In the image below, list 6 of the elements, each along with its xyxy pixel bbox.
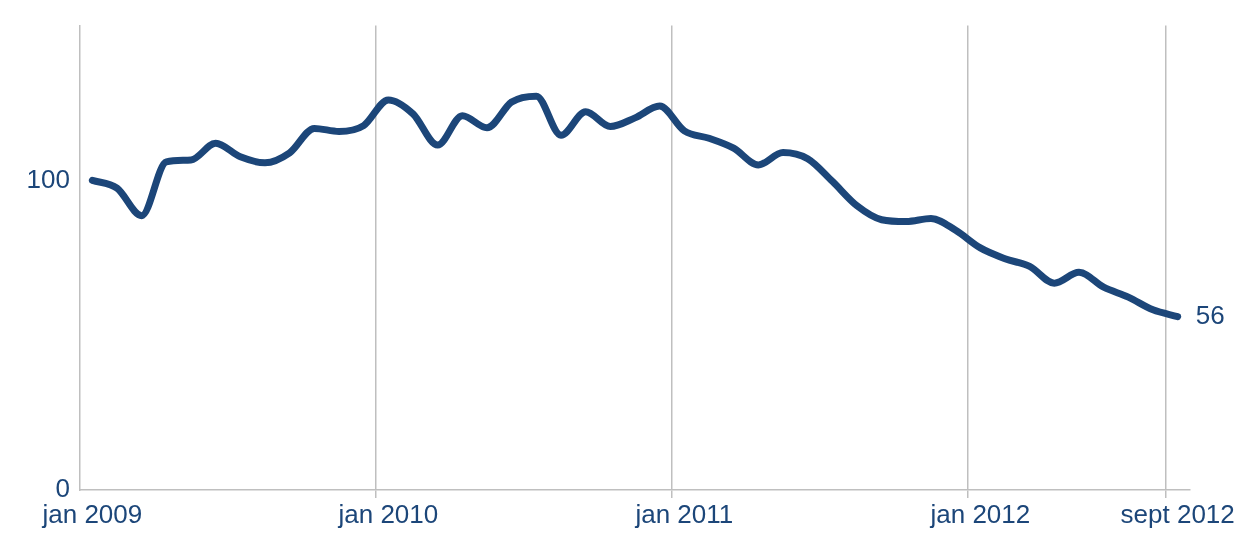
x-tick-label: jan 2011 bbox=[634, 498, 734, 529]
x-tick-label: sept 2012 bbox=[1120, 498, 1235, 529]
annotation: 56 bbox=[1195, 299, 1225, 330]
x-tick-label: jan 2010 bbox=[337, 498, 439, 529]
y-tick-label: 100 bbox=[26, 163, 70, 194]
x-tick-label: jan 2012 bbox=[929, 498, 1031, 529]
